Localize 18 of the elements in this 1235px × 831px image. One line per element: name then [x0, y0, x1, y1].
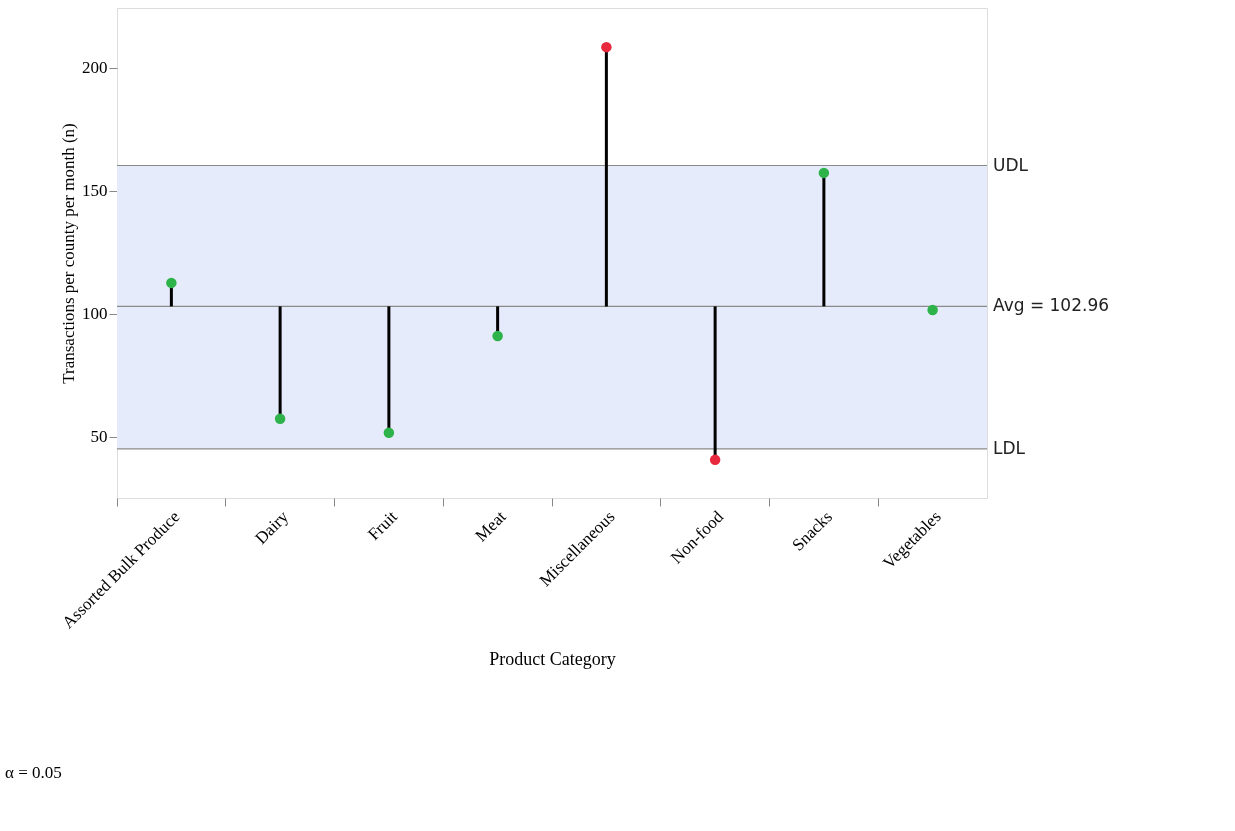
ref-line-label: LDL [993, 437, 1026, 458]
y-tick-label: 150 [82, 181, 108, 201]
y-tick-label: 200 [82, 58, 108, 78]
point [709, 454, 721, 466]
point [601, 41, 612, 53]
y-tick-label: 50 [90, 427, 108, 447]
point [274, 413, 286, 424]
y-tick-label: 100 [82, 304, 108, 324]
ref-line-label: Avg = 102.96 [993, 295, 1110, 316]
point [383, 427, 395, 439]
ref-line-label: UDL [993, 154, 1029, 175]
x-axis-title: Product Category [489, 649, 616, 670]
point [166, 277, 177, 289]
text: α = 0.05 [5, 763, 62, 782]
y-axis-title: Transactions per county per month (n) [59, 123, 78, 384]
point [927, 304, 938, 316]
point [492, 330, 503, 342]
point [818, 167, 830, 179]
